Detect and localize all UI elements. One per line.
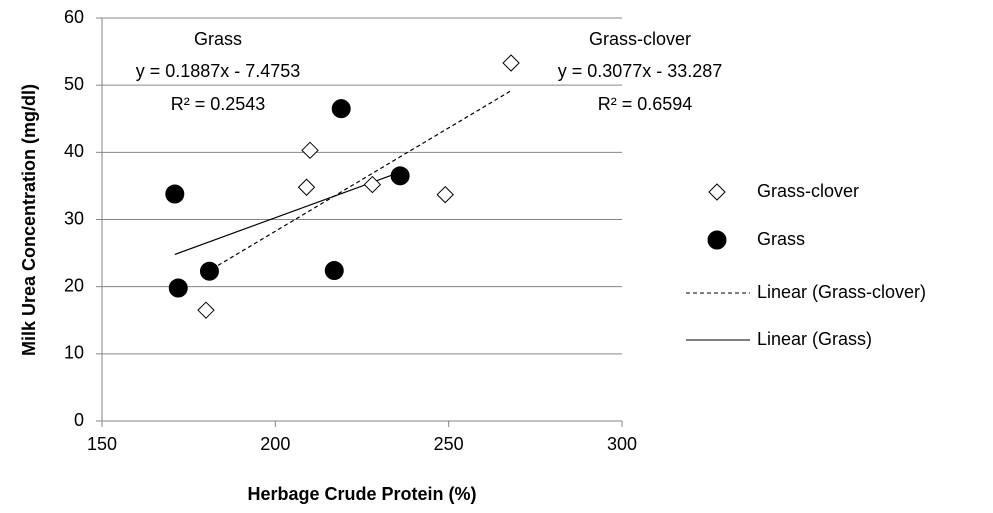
legend-label: Grass-clover bbox=[757, 181, 859, 201]
y-tick-label: 50 bbox=[64, 74, 84, 94]
legend-label: Linear (Grass) bbox=[757, 329, 872, 349]
legend-marker bbox=[707, 230, 727, 250]
trendline-label: Grass bbox=[194, 29, 242, 49]
point bbox=[331, 99, 351, 119]
point bbox=[324, 261, 344, 281]
point bbox=[436, 185, 454, 204]
y-axis-title: Milk Urea Concentration (mg/dl) bbox=[19, 84, 39, 356]
x-tick-label: 300 bbox=[607, 434, 637, 454]
x-tick-label: 150 bbox=[87, 434, 117, 454]
y-tick-label: 0 bbox=[74, 410, 84, 430]
point bbox=[199, 261, 219, 281]
point bbox=[502, 54, 520, 72]
trendline-equation: y = 0.1887x - 7.4753 bbox=[136, 61, 301, 81]
trendline bbox=[205, 90, 512, 274]
y-tick-label: 10 bbox=[64, 343, 84, 363]
point bbox=[301, 141, 319, 160]
point bbox=[197, 301, 215, 319]
point bbox=[165, 184, 185, 204]
trendline-equation: y = 0.3077x - 33.287 bbox=[558, 61, 723, 81]
y-tick-label: 60 bbox=[64, 7, 84, 27]
point bbox=[363, 175, 382, 194]
trendline-label: Grass-clover bbox=[589, 29, 691, 49]
y-tick-label: 40 bbox=[64, 141, 84, 161]
trendline-r2: R² = 0.6594 bbox=[598, 94, 693, 114]
legend-label: Linear (Grass-clover) bbox=[757, 282, 926, 302]
y-tick-label: 30 bbox=[64, 208, 84, 228]
trendline bbox=[174, 171, 401, 256]
point bbox=[297, 178, 316, 196]
x-tick-label: 200 bbox=[260, 434, 290, 454]
point bbox=[390, 166, 410, 186]
y-tick-label: 20 bbox=[64, 275, 84, 295]
point bbox=[168, 278, 188, 298]
legend-marker bbox=[708, 183, 726, 201]
legend-label: Grass bbox=[757, 229, 805, 249]
x-tick-label: 250 bbox=[434, 434, 464, 454]
trendline-r2: R² = 0.2543 bbox=[171, 94, 266, 114]
x-axis-title: Herbage Crude Protein (%) bbox=[247, 484, 476, 504]
